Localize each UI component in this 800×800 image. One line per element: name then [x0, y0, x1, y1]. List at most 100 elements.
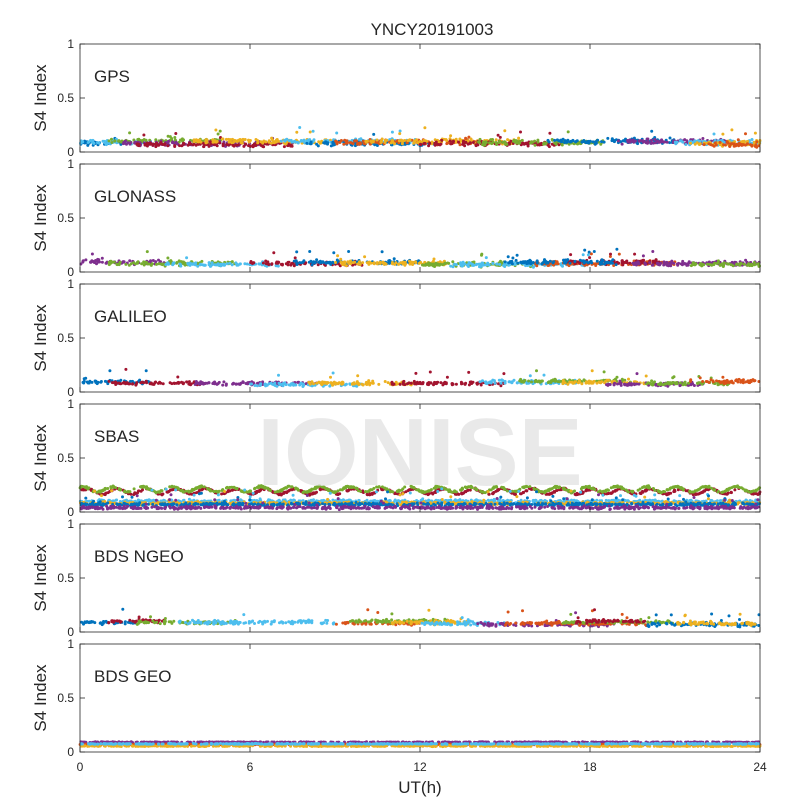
data-point: [356, 262, 360, 266]
data-point: [590, 369, 594, 373]
data-point: [237, 138, 241, 142]
data-point: [499, 384, 503, 388]
data-point: [173, 145, 177, 148]
data-point: [599, 142, 603, 146]
data-point: [613, 489, 617, 493]
data-point: [519, 130, 522, 134]
data-point: [250, 382, 253, 386]
data-point: [697, 492, 701, 496]
data-point: [457, 140, 460, 144]
data-point: [339, 257, 343, 261]
data-point: [586, 261, 590, 265]
data-point: [491, 261, 495, 265]
data-point: [543, 142, 547, 146]
data-point: [712, 144, 716, 148]
data-point: [390, 130, 394, 134]
data-point: [96, 257, 100, 261]
data-point: [239, 489, 243, 493]
data-point: [698, 376, 702, 380]
data-point: [663, 490, 667, 494]
data-point: [244, 142, 248, 146]
data-point: [556, 380, 560, 384]
data-point: [515, 253, 519, 257]
data-point: [301, 385, 305, 388]
data-point: [535, 369, 538, 373]
data-point: [252, 142, 256, 146]
data-point: [710, 486, 713, 490]
data-point: [445, 142, 449, 146]
data-point: [484, 256, 488, 260]
data-point: [298, 383, 302, 387]
data-point: [726, 141, 730, 145]
data-point: [205, 138, 209, 142]
data-point: [607, 378, 610, 382]
data-point: [312, 382, 315, 386]
data-point: [364, 139, 368, 143]
data-point: [592, 250, 596, 253]
data-point: [107, 379, 111, 383]
data-point: [616, 139, 620, 143]
data-point: [621, 263, 625, 267]
data-point: [307, 380, 311, 384]
data-point: [89, 260, 93, 264]
data-point: [671, 376, 675, 380]
data-point: [569, 253, 573, 257]
data-point: [616, 382, 619, 386]
data-point: [211, 140, 215, 144]
data-point: [159, 141, 163, 145]
data-point: [398, 382, 402, 386]
data-point: [367, 379, 371, 383]
constellation-label: GALILEO: [94, 307, 167, 326]
data-point: [521, 141, 524, 145]
data-point: [100, 256, 104, 260]
data-point: [467, 142, 471, 146]
data-point: [92, 141, 96, 145]
data-point: [576, 381, 580, 385]
data-point: [712, 263, 716, 267]
data-point: [174, 132, 178, 135]
data-point: [451, 260, 455, 264]
data-point: [243, 262, 247, 266]
data-point: [342, 142, 346, 146]
data-point: [329, 144, 333, 148]
data-point: [446, 261, 450, 265]
data-point: [724, 380, 728, 384]
data-point: [735, 263, 738, 267]
data-point: [753, 131, 757, 135]
data-point: [658, 490, 662, 494]
data-point: [185, 380, 189, 384]
data-point: [139, 381, 143, 385]
data-point: [397, 139, 401, 143]
data-point: [157, 258, 160, 262]
data-point: [646, 486, 650, 490]
data-point: [255, 384, 259, 388]
data-point: [488, 380, 492, 384]
data-point: [271, 382, 274, 386]
data-point: [233, 486, 237, 490]
data-point: [586, 485, 590, 488]
data-point: [226, 489, 230, 492]
data-point: [158, 380, 162, 384]
data-point: [191, 143, 195, 147]
data-point: [434, 261, 438, 265]
data-point: [359, 137, 363, 141]
data-point: [529, 259, 533, 263]
data-point: [301, 382, 305, 386]
data-point: [351, 142, 355, 146]
data-point: [81, 380, 85, 384]
data-point: [585, 381, 589, 385]
data-point: [553, 141, 557, 145]
data-point: [535, 259, 539, 263]
data-point: [336, 254, 340, 258]
data-point: [331, 260, 335, 264]
data-point: [742, 262, 746, 266]
data-point: [361, 261, 365, 265]
scatter-points: [79, 247, 761, 269]
data-point: [547, 145, 551, 149]
data-point: [502, 264, 506, 267]
data-point: [709, 143, 713, 147]
data-point: [310, 263, 314, 267]
data-point: [139, 489, 143, 493]
data-point: [178, 144, 181, 148]
